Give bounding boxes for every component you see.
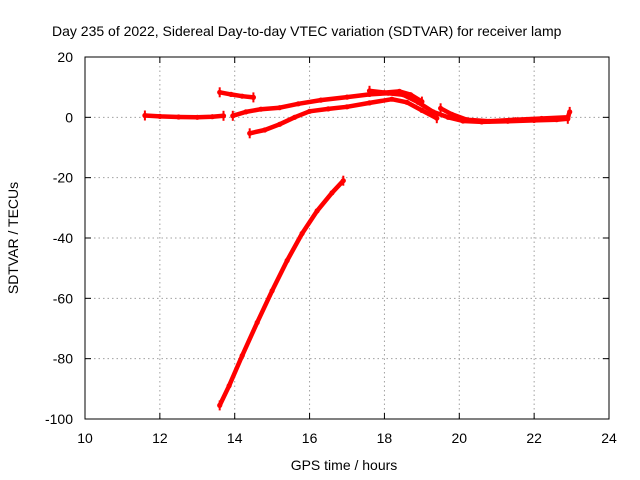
data-point <box>344 94 350 100</box>
data-point <box>512 117 519 123</box>
data-point <box>254 319 260 326</box>
series-line-track-2 <box>219 90 254 100</box>
data-point <box>209 114 215 120</box>
data-point <box>239 353 245 359</box>
data-point <box>344 104 350 110</box>
x-tick-label: 16 <box>302 430 318 446</box>
data-point <box>239 93 245 99</box>
y-axis-label: SDTVAR / TECUs <box>5 182 21 294</box>
grid <box>85 57 609 419</box>
data-point <box>269 288 275 294</box>
data-point <box>226 383 232 389</box>
data-point <box>389 96 395 102</box>
y-tick-label: -20 <box>53 170 73 186</box>
data-point <box>228 91 234 97</box>
y-tick-label: 0 <box>65 109 73 125</box>
y-tick-label: -100 <box>45 411 73 427</box>
data-point <box>464 117 470 123</box>
x-tick-label: 22 <box>526 430 542 446</box>
data-point <box>419 107 425 113</box>
chart-title: Day 235 of 2022, Sidereal Day-to-day VTE… <box>52 23 562 39</box>
x-tick-label: 18 <box>377 430 393 446</box>
series-line-track-7 <box>217 179 345 407</box>
data-point <box>307 108 313 114</box>
data-point <box>194 114 200 120</box>
series-line-track-6 <box>439 106 572 124</box>
data-point <box>295 101 301 107</box>
y-tick-label: -80 <box>53 351 73 367</box>
y-tick-label: 20 <box>57 49 73 65</box>
data-point <box>366 100 373 106</box>
data-point <box>408 92 414 98</box>
x-axis-label: GPS time / hours <box>291 457 398 473</box>
data-point <box>292 114 298 120</box>
x-tick-label: 12 <box>152 430 168 446</box>
x-tick-label: 20 <box>451 430 467 446</box>
data-point <box>449 111 455 117</box>
data-point <box>258 106 264 112</box>
data-point <box>277 121 283 127</box>
axis-ticks: 10 12 14 16 18 20 22 24 -100 -80 -60 -40 -20 0 20 <box>45 49 617 446</box>
y-tick-label: -40 <box>53 230 73 246</box>
data-point <box>284 258 290 264</box>
data-point <box>381 90 387 96</box>
data-point <box>318 97 324 103</box>
data-point <box>329 190 335 196</box>
data-point <box>396 88 402 94</box>
series-layer <box>142 85 573 411</box>
data-point <box>176 114 182 120</box>
data-point <box>157 113 163 119</box>
data-point <box>243 109 249 115</box>
data-point <box>486 118 492 124</box>
data-point <box>262 127 268 133</box>
x-tick-label: 14 <box>227 430 243 446</box>
data-point <box>299 230 305 237</box>
x-tick-label: 10 <box>77 430 93 446</box>
y-tick-label: -60 <box>53 290 73 306</box>
data-point <box>445 114 451 120</box>
data-point <box>277 105 283 111</box>
data-point <box>314 208 320 214</box>
data-point <box>404 99 410 105</box>
data-point <box>539 115 545 122</box>
x-tick-label: 24 <box>601 430 617 446</box>
data-point <box>325 106 331 112</box>
series-line-track-4 <box>249 96 438 136</box>
